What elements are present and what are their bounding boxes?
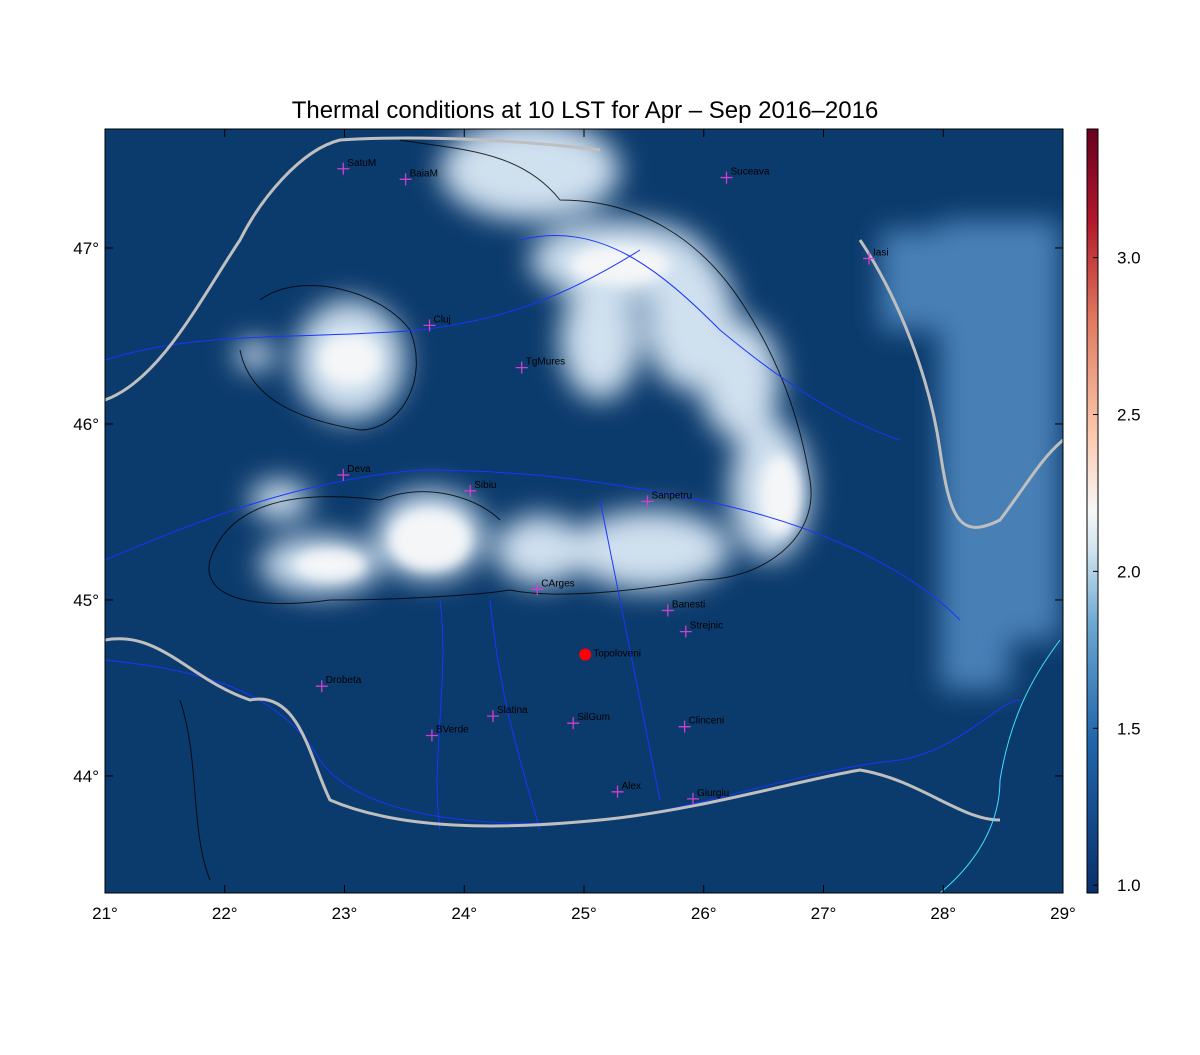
station: Strejnic bbox=[679, 621, 723, 638]
station-marker bbox=[641, 495, 654, 508]
station-label: Slatina bbox=[497, 705, 528, 716]
station-label: CArges bbox=[541, 578, 574, 589]
station: Cluj bbox=[423, 314, 451, 332]
station-marker bbox=[678, 720, 691, 733]
y-tick-label: 46° bbox=[73, 415, 99, 434]
station-marker bbox=[399, 173, 412, 186]
station-label: Giurgiu bbox=[697, 788, 729, 799]
station-marker bbox=[567, 717, 580, 730]
station: BVerde bbox=[425, 724, 469, 742]
station-label: Strejnic bbox=[690, 621, 723, 632]
map-title: Thermal conditions at 10 LST for Apr – S… bbox=[292, 97, 879, 124]
station-label: Drobeta bbox=[326, 675, 362, 686]
station-marker bbox=[720, 171, 733, 184]
station-label: Deva bbox=[347, 464, 371, 475]
station-marker bbox=[315, 680, 328, 693]
station-marker bbox=[686, 792, 699, 805]
station-marker bbox=[515, 361, 528, 374]
x-tick-label: 26° bbox=[691, 904, 717, 923]
x-tick-label: 22° bbox=[212, 904, 238, 923]
station-marker bbox=[611, 785, 624, 798]
station-label: BVerde bbox=[436, 724, 469, 735]
station: Slatina bbox=[486, 705, 528, 723]
colorbar-tick-label: 2.0 bbox=[1117, 562, 1141, 581]
station: TgMures bbox=[515, 357, 565, 374]
station: Suceava bbox=[720, 167, 770, 184]
colorbar bbox=[1086, 128, 1099, 894]
station-label: Banesti bbox=[672, 600, 705, 611]
x-tick-label: 27° bbox=[811, 904, 837, 923]
station-label: Clinceni bbox=[689, 716, 725, 727]
station-label: Alex bbox=[622, 781, 641, 792]
map-field bbox=[105, 129, 1063, 893]
station-marker bbox=[661, 604, 674, 617]
station-marker bbox=[423, 319, 436, 332]
station: Deva bbox=[337, 464, 371, 482]
station-marker bbox=[863, 252, 876, 265]
x-tick-label: 25° bbox=[571, 904, 597, 923]
station-label: Suceava bbox=[731, 167, 770, 178]
x-tick-label: 23° bbox=[332, 904, 358, 923]
station-label: Sibiu bbox=[474, 480, 496, 491]
station-marker bbox=[531, 583, 544, 596]
station: Drobeta bbox=[315, 675, 362, 693]
station-label: BaiaM bbox=[410, 168, 438, 179]
highlight-label: Topoloveni bbox=[593, 649, 641, 660]
station-marker bbox=[425, 729, 438, 742]
station: CArges bbox=[531, 578, 575, 596]
x-tick-label: 21° bbox=[92, 904, 118, 923]
station-label: SilGum bbox=[577, 712, 610, 723]
colorbar-tick-label: 1.5 bbox=[1117, 719, 1141, 738]
highlight-marker bbox=[579, 648, 592, 661]
station-label: SatuM bbox=[347, 158, 376, 169]
station: BaiaM bbox=[399, 168, 438, 186]
x-tick-label: 28° bbox=[930, 904, 956, 923]
colorbar-tick-label: 1.0 bbox=[1117, 876, 1141, 895]
x-tick-label: 24° bbox=[451, 904, 477, 923]
station: Iasi bbox=[863, 248, 889, 265]
station-label: Sanpetru bbox=[651, 490, 692, 501]
station: SilGum bbox=[567, 712, 610, 730]
station: Banesti bbox=[661, 600, 705, 617]
station-marker bbox=[464, 484, 477, 497]
station-marker bbox=[486, 710, 499, 723]
station: Sanpetru bbox=[641, 490, 692, 508]
station-label: Iasi bbox=[873, 248, 889, 259]
colorbar-tick-label: 3.0 bbox=[1117, 249, 1141, 268]
station-marker bbox=[337, 162, 350, 175]
y-tick-label: 45° bbox=[73, 591, 99, 610]
station-label: Cluj bbox=[434, 314, 451, 325]
y-tick-label: 47° bbox=[73, 239, 99, 258]
x-tick-label: 29° bbox=[1050, 904, 1076, 923]
station: SatuM bbox=[337, 158, 376, 175]
y-tick-label: 44° bbox=[73, 767, 99, 786]
station: Giurgiu bbox=[686, 788, 729, 805]
colorbar-tick-label: 2.5 bbox=[1117, 406, 1141, 425]
station-marker bbox=[337, 469, 350, 482]
station-label: TgMures bbox=[526, 357, 565, 368]
overlay: 21° 22° 23° 24° 25° 26° 27° 28° 29° 44° 45° 46° 47° 1… bbox=[73, 129, 1141, 923]
station: Alex bbox=[611, 781, 641, 798]
station: Clinceni bbox=[678, 716, 725, 733]
station-marker bbox=[679, 625, 692, 638]
station: Sibiu bbox=[464, 480, 496, 497]
